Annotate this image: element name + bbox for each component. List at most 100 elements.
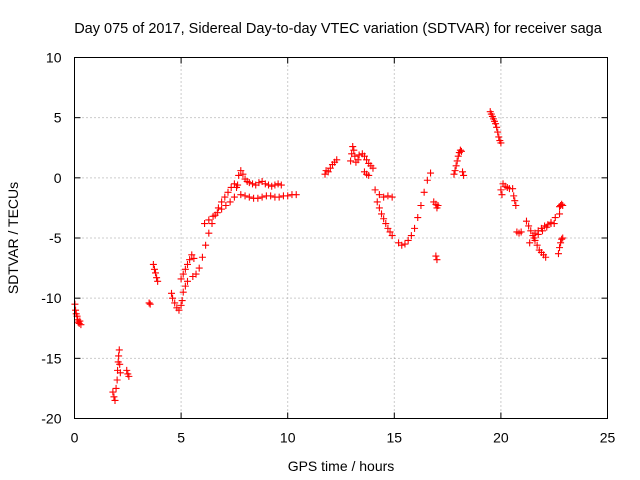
data-point <box>558 235 566 243</box>
data-point <box>355 151 363 159</box>
x-tick-label: 0 <box>71 430 79 446</box>
data-point <box>452 162 460 170</box>
data-point <box>195 264 203 272</box>
data-point <box>109 388 117 396</box>
data-point <box>378 210 386 218</box>
data-point <box>230 193 238 201</box>
data-point <box>249 180 257 188</box>
x-tick-label: 20 <box>493 430 509 446</box>
data-point <box>177 301 185 309</box>
data-point <box>146 300 154 308</box>
data-point <box>401 240 409 248</box>
x-axis-ticks: 0 5 10 15 20 25 <box>71 57 616 446</box>
data-point <box>233 183 241 191</box>
data-point <box>113 376 121 384</box>
data-point <box>420 188 428 196</box>
data-point <box>551 214 559 222</box>
data-point <box>111 396 119 404</box>
data-point <box>125 372 133 380</box>
data-point <box>457 147 465 155</box>
x-tick-label: 10 <box>280 430 296 446</box>
data-point <box>226 198 234 206</box>
x-axis-label: GPS time / hours <box>288 458 395 474</box>
data-point <box>123 366 131 374</box>
data-point <box>453 157 461 165</box>
data-point <box>369 164 377 172</box>
data-point <box>375 191 383 199</box>
data-point <box>202 241 210 249</box>
data-point <box>153 274 161 282</box>
data-point <box>460 171 468 179</box>
grid <box>74 57 608 419</box>
data-point <box>559 234 567 242</box>
data-point <box>427 169 435 177</box>
data-point <box>375 204 383 212</box>
data-point <box>198 253 206 261</box>
data-point <box>495 133 503 141</box>
data-point <box>115 346 123 354</box>
data-point <box>183 277 191 285</box>
data-point <box>450 170 458 178</box>
data-point <box>432 252 440 260</box>
data-point <box>213 209 221 217</box>
data-point <box>115 352 123 360</box>
data-point <box>271 181 279 189</box>
data-point <box>544 221 552 229</box>
data-point <box>398 241 406 249</box>
data-point <box>267 192 275 200</box>
data-point <box>230 180 238 188</box>
data-point <box>292 191 300 199</box>
data-point <box>284 192 292 200</box>
data-point <box>494 128 502 136</box>
data-point <box>275 193 283 201</box>
data-point <box>214 204 222 212</box>
y-tick-label: 5 <box>54 110 62 126</box>
data-point <box>351 152 359 160</box>
data-point <box>208 220 216 228</box>
data-point <box>414 214 422 222</box>
data-point <box>221 193 229 201</box>
y-tick-label: -10 <box>41 290 61 306</box>
y-tick-label: -15 <box>41 350 61 366</box>
y-axis-ticks: -20 -15 -10 -5 0 5 10 <box>41 50 608 427</box>
data-point <box>371 186 379 194</box>
data-point <box>224 188 232 196</box>
data-point <box>145 299 153 307</box>
data-point <box>258 193 266 201</box>
y-tick-label: -5 <box>49 230 62 246</box>
data-point <box>386 228 394 236</box>
data-point <box>498 191 506 199</box>
y-tick-label: 0 <box>54 170 62 186</box>
data-point <box>354 156 362 164</box>
data-point <box>360 152 368 160</box>
data-point <box>274 180 282 188</box>
data-point <box>380 193 388 201</box>
data-point <box>492 120 500 128</box>
data-point <box>72 306 80 314</box>
data-point <box>456 146 464 154</box>
data-point <box>178 297 186 305</box>
data-point <box>451 167 459 175</box>
data-point <box>254 194 262 202</box>
data-point <box>380 215 388 223</box>
data-point <box>150 265 158 273</box>
data-point <box>237 167 245 175</box>
x-tick-label: 25 <box>600 430 616 446</box>
data-point <box>517 228 525 236</box>
data-point <box>245 193 253 201</box>
data-point <box>550 220 558 228</box>
x-tick-label: 15 <box>387 430 403 446</box>
data-point <box>268 182 276 190</box>
data-point <box>186 256 194 264</box>
y-tick-label: -20 <box>41 411 61 427</box>
data-point <box>192 270 200 278</box>
data-point <box>171 299 179 307</box>
plot-frame <box>74 57 608 419</box>
data-point <box>556 210 564 218</box>
data-point <box>384 224 392 232</box>
data-point <box>365 171 373 179</box>
data-point <box>175 306 183 314</box>
data-point <box>434 202 442 210</box>
data-point <box>277 181 285 189</box>
